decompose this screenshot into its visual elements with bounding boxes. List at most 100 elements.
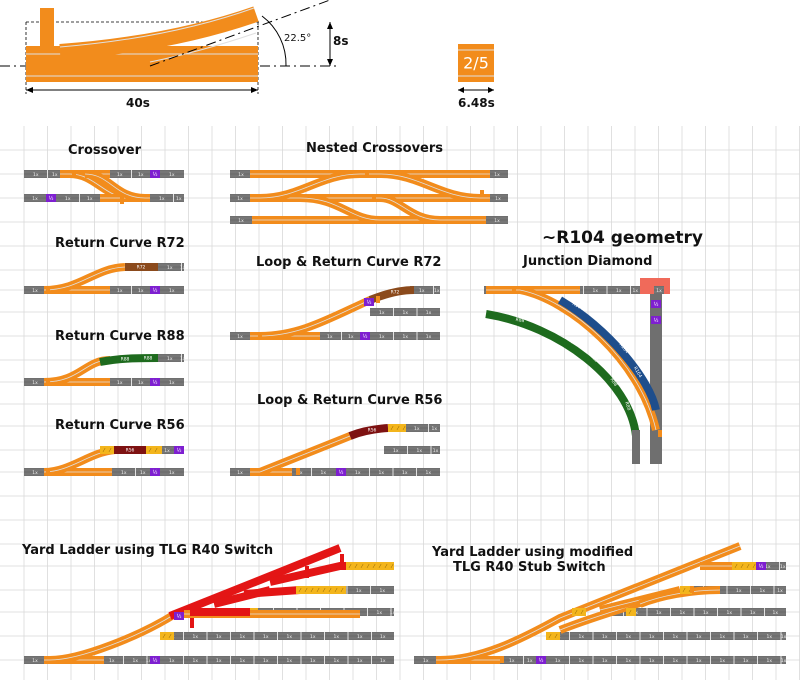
fraction-mark: ⁄	[391, 564, 394, 570]
track-label-1x: 1x	[286, 634, 292, 640]
track-label-1x: 1x	[169, 658, 175, 664]
fraction-mark: ⁄	[341, 588, 344, 594]
fraction-mark: ⁄	[373, 564, 376, 570]
track-label-1x: 1x	[495, 196, 501, 202]
track-label-half: ½	[654, 317, 659, 324]
fraction-mark: ⁄	[385, 564, 388, 570]
fraction-mark: ⁄	[581, 610, 584, 616]
track-label-1x: 1x	[237, 196, 243, 202]
arrowhead	[327, 59, 333, 66]
track-label-1x: 1x	[765, 564, 771, 570]
half-track	[150, 468, 160, 476]
curve-r88	[485, 310, 640, 437]
track-label-1x: 1x	[32, 196, 38, 202]
fraction-mark: ⁄	[149, 448, 152, 454]
switch-motor	[480, 190, 484, 197]
track-label-half: ½	[153, 379, 158, 386]
fraction-mark: ⁄	[155, 448, 158, 454]
fraction-track	[732, 562, 756, 570]
arrowhead	[488, 87, 494, 93]
track-label-1x: 1x	[239, 634, 245, 640]
curve-label: R104	[632, 366, 643, 379]
fraction-mark: ⁄	[403, 426, 406, 432]
straight-track	[318, 332, 360, 340]
track-label-1x: 1x	[376, 610, 382, 616]
title-loop-return-r72: Loop & Return Curve R72	[256, 255, 442, 270]
fraction-mark: ⁄	[299, 588, 302, 594]
curve-label: R88	[564, 335, 575, 345]
track-label-1x: 1x	[237, 470, 243, 476]
curve-r88	[99, 354, 159, 366]
track-label-1x: 1x	[180, 265, 186, 271]
track-label-1x: 1x	[167, 356, 173, 362]
switch-motor	[305, 566, 309, 578]
straight-track	[680, 586, 786, 594]
fraction-mark: ⁄	[575, 610, 578, 616]
half-track	[174, 612, 184, 620]
switch-motor	[512, 286, 516, 293]
track-label-1x: 1x	[625, 658, 631, 664]
arrowhead	[251, 87, 258, 93]
height-dimension: 8s	[333, 34, 349, 48]
track-label-half: ½	[49, 195, 54, 202]
fraction-track	[546, 632, 560, 640]
angle-guide	[149, 0, 331, 67]
track-label-1x: 1x	[356, 588, 362, 594]
track-label-1x: 1x	[169, 172, 175, 178]
half-track	[174, 446, 184, 454]
track-label-half: ½	[339, 469, 344, 476]
half-track	[651, 316, 661, 324]
switch-rail-line	[299, 197, 381, 221]
straight-track	[230, 170, 252, 178]
angle-label: 22.5°	[284, 33, 312, 44]
curve-label: R88	[515, 317, 525, 324]
straight-track	[160, 632, 394, 640]
fraction-mark: ⁄	[367, 564, 370, 570]
straight-track	[24, 286, 46, 294]
track-label-1x: 1x	[649, 634, 655, 640]
track-label-1x: 1x	[192, 658, 198, 664]
track-label-1x: 1x	[578, 658, 584, 664]
track-label-1x: 1x	[719, 634, 725, 640]
fraction-mark: ⁄	[683, 588, 686, 594]
track-label-1x: 1x	[320, 470, 326, 476]
fraction-mark: ⁄	[391, 426, 394, 432]
track-label-1x: 1x	[426, 334, 432, 340]
half-track	[364, 298, 374, 306]
fraction-mark: ⁄	[329, 588, 332, 594]
straight-track	[370, 332, 440, 340]
curve-label: R88	[609, 377, 619, 388]
straight-track	[100, 656, 150, 664]
track-label-1x: 1x	[419, 288, 425, 294]
title-nested-crossovers: Nested Crossovers	[306, 141, 444, 156]
straight-track	[370, 308, 440, 316]
straight-track	[112, 468, 150, 476]
half-track	[360, 332, 370, 340]
curve-label: R88	[623, 401, 632, 411]
fraction-mark: ⁄	[735, 564, 738, 570]
fraction-mark: ⁄	[103, 448, 106, 454]
vertical-straight	[632, 430, 640, 464]
curve-label: R88	[121, 357, 130, 363]
fraction-mark: ⁄	[349, 564, 352, 570]
straight-track	[405, 424, 440, 432]
straight-track	[654, 286, 664, 294]
switch-track	[49, 610, 178, 664]
straight-track	[160, 378, 184, 386]
fraction-mark: ⁄	[747, 564, 750, 570]
track-label-1x: 1x	[777, 588, 783, 594]
switch-motor	[690, 586, 694, 593]
track-label-1x: 1x	[433, 448, 439, 454]
fraction-track	[146, 446, 162, 454]
track-label-1x: 1x	[87, 196, 93, 202]
half-track	[150, 378, 160, 386]
title-junction-diamond: Junction Diamond	[523, 254, 653, 269]
track-label-1x: 1x	[379, 588, 385, 594]
track-label-1x: 1x	[169, 288, 175, 294]
fraction-mark: ⁄	[741, 564, 744, 570]
track-label-1x: 1x	[602, 634, 608, 640]
switch-motor	[500, 656, 504, 663]
track-label-half: ½	[759, 563, 764, 570]
